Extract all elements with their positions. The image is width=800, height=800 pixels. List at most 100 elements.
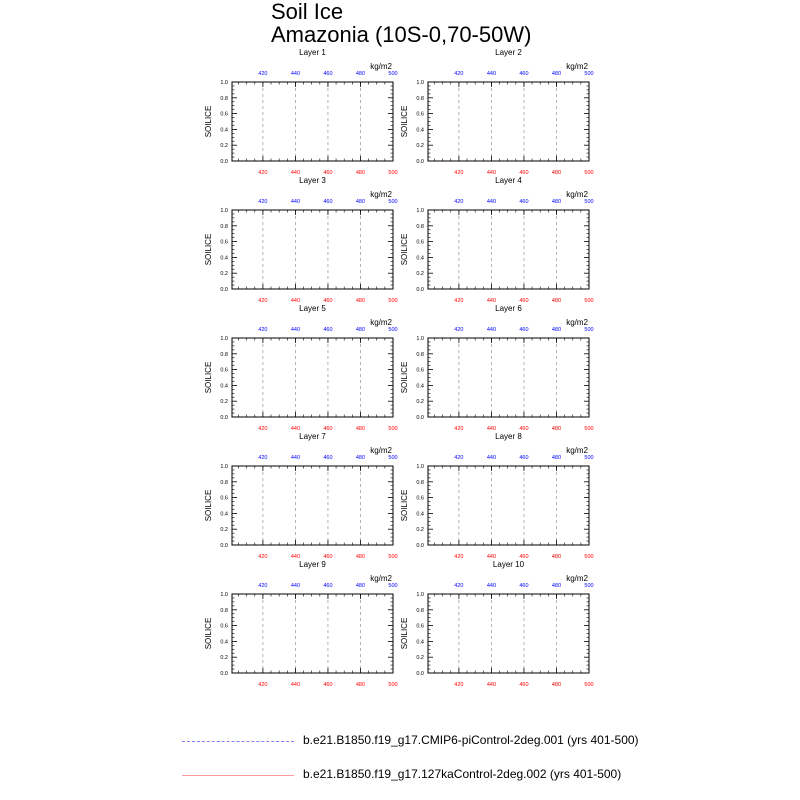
x-tick-label-bottom: 500: [388, 298, 397, 304]
x-tick-label-bottom: 460: [323, 682, 332, 688]
x-tick-label-top: 500: [388, 199, 397, 205]
x-tick-label-top: 480: [552, 199, 561, 205]
x-tick-label-bottom: 500: [584, 682, 593, 688]
y-tick-label: 0.8: [220, 608, 228, 614]
x-tick-label-bottom: 420: [258, 298, 267, 304]
x-tick-label-top: 420: [454, 583, 463, 589]
x-tick-label-top: 460: [323, 583, 332, 589]
chart-title: Soil Ice: [271, 0, 344, 24]
x-tick-label-bottom: 500: [584, 426, 593, 432]
panel-10: Layer 10 kg/m2 420 420 440 440 460 460 480 480 500…: [400, 560, 594, 688]
x-tick-label-top: 460: [519, 455, 528, 461]
x-tick-label-top: 480: [356, 71, 365, 77]
x-tick-label-bottom: 500: [584, 298, 593, 304]
y-tick-label: 1.0: [416, 464, 424, 470]
x-tick-label-bottom: 440: [291, 298, 300, 304]
x-tick-label-top: 420: [258, 199, 267, 205]
y-axis-label: SOILICE: [204, 362, 213, 394]
y-tick-label: 1.0: [416, 208, 424, 214]
y-tick-label: 1.0: [220, 336, 228, 342]
units-label: kg/m2: [566, 574, 588, 583]
x-tick-label-top: 440: [291, 455, 300, 461]
x-tick-label-top: 500: [584, 583, 593, 589]
y-tick-label: 0.4: [220, 255, 228, 261]
panel-1: Layer 1 kg/m2 420 420 440 440 460 460 480 480 500 5…: [204, 48, 398, 176]
x-tick-label-top: 500: [584, 455, 593, 461]
y-axis-label: SOILICE: [400, 362, 409, 394]
y-tick-label: 0.4: [220, 127, 228, 133]
y-tick-label: 0.2: [220, 271, 228, 277]
x-tick-label-bottom: 480: [552, 170, 561, 176]
x-tick-label-bottom: 480: [552, 426, 561, 432]
y-tick-label: 0.8: [416, 352, 424, 358]
x-tick-label-top: 500: [388, 71, 397, 77]
x-tick-label-bottom: 480: [552, 682, 561, 688]
y-tick-label: 0.2: [416, 143, 424, 149]
panel-2: Layer 2 kg/m2 420 420 440 440 460 460 480 480 500 5…: [400, 48, 594, 176]
y-tick-label: 0.6: [416, 624, 424, 630]
panel-7: Layer 7 kg/m2 420 420 440 440 460 460 480 480 500 5…: [204, 432, 398, 560]
x-tick-label-bottom: 420: [454, 682, 463, 688]
x-tick-label-bottom: 420: [454, 298, 463, 304]
units-label: kg/m2: [566, 318, 588, 327]
x-tick-label-top: 480: [356, 199, 365, 205]
y-tick-label: 1.0: [220, 208, 228, 214]
x-tick-label-top: 500: [584, 199, 593, 205]
x-tick-label-top: 440: [487, 71, 496, 77]
y-tick-label: 0.0: [416, 415, 424, 421]
y-tick-label: 0.8: [416, 608, 424, 614]
y-tick-label: 0.6: [416, 368, 424, 374]
panel-5: Layer 5 kg/m2 420 420 440 440 460 460 480 480 500 5…: [204, 304, 398, 432]
x-tick-label-top: 460: [323, 199, 332, 205]
x-tick-label-bottom: 420: [258, 554, 267, 560]
x-tick-label-top: 420: [454, 199, 463, 205]
x-tick-label-top: 440: [487, 199, 496, 205]
units-label: kg/m2: [370, 574, 392, 583]
y-tick-label: 0.6: [220, 624, 228, 630]
plot-frame: [427, 209, 590, 290]
plot-frame: [231, 465, 394, 546]
y-tick-label: 0.6: [220, 240, 228, 246]
x-tick-label-top: 460: [519, 71, 528, 77]
y-tick-label: 0.0: [220, 287, 228, 293]
x-tick-label-bottom: 420: [454, 554, 463, 560]
y-tick-label: 0.8: [416, 224, 424, 230]
x-tick-label-top: 460: [323, 327, 332, 333]
y-tick-label: 0.4: [416, 255, 424, 261]
plot-frame: [231, 209, 394, 290]
x-tick-label-top: 480: [552, 71, 561, 77]
y-tick-label: 0.0: [416, 287, 424, 293]
panel-title: Layer 7: [299, 432, 326, 441]
x-tick-label-bottom: 420: [454, 170, 463, 176]
y-tick-label: 0.0: [220, 671, 228, 677]
x-tick-label-bottom: 500: [584, 554, 593, 560]
x-tick-label-top: 440: [291, 583, 300, 589]
y-tick-label: 0.2: [416, 271, 424, 277]
x-tick-label-bottom: 440: [487, 298, 496, 304]
x-tick-label-bottom: 480: [356, 682, 365, 688]
y-tick-label: 0.2: [416, 527, 424, 533]
x-tick-label-bottom: 440: [291, 554, 300, 560]
plot-frame: [427, 593, 590, 674]
plot-frame: [231, 81, 394, 162]
panel-8: Layer 8 kg/m2 420 420 440 440 460 460 480 480 500 5…: [400, 432, 594, 560]
x-tick-label-top: 480: [552, 583, 561, 589]
x-tick-label-top: 500: [388, 455, 397, 461]
x-tick-label-bottom: 460: [519, 298, 528, 304]
plot-frame: [427, 81, 590, 162]
x-tick-label-bottom: 500: [388, 426, 397, 432]
x-tick-label-top: 420: [454, 455, 463, 461]
y-tick-label: 0.8: [220, 224, 228, 230]
y-axis-label: SOILICE: [204, 234, 213, 266]
y-axis-label: SOILICE: [400, 106, 409, 138]
x-tick-label-top: 440: [487, 327, 496, 333]
y-tick-label: 0.6: [220, 496, 228, 502]
x-tick-label-top: 420: [454, 327, 463, 333]
legend-label-127ka: b.e21.B1850.f19_g17.127kaControl-2deg.00…: [303, 767, 622, 781]
x-tick-label-top: 460: [519, 199, 528, 205]
legend-line-solid: [182, 775, 294, 776]
y-tick-label: 0.4: [416, 127, 424, 133]
units-label: kg/m2: [370, 190, 392, 199]
x-tick-label-top: 480: [356, 583, 365, 589]
units-label: kg/m2: [370, 446, 392, 455]
